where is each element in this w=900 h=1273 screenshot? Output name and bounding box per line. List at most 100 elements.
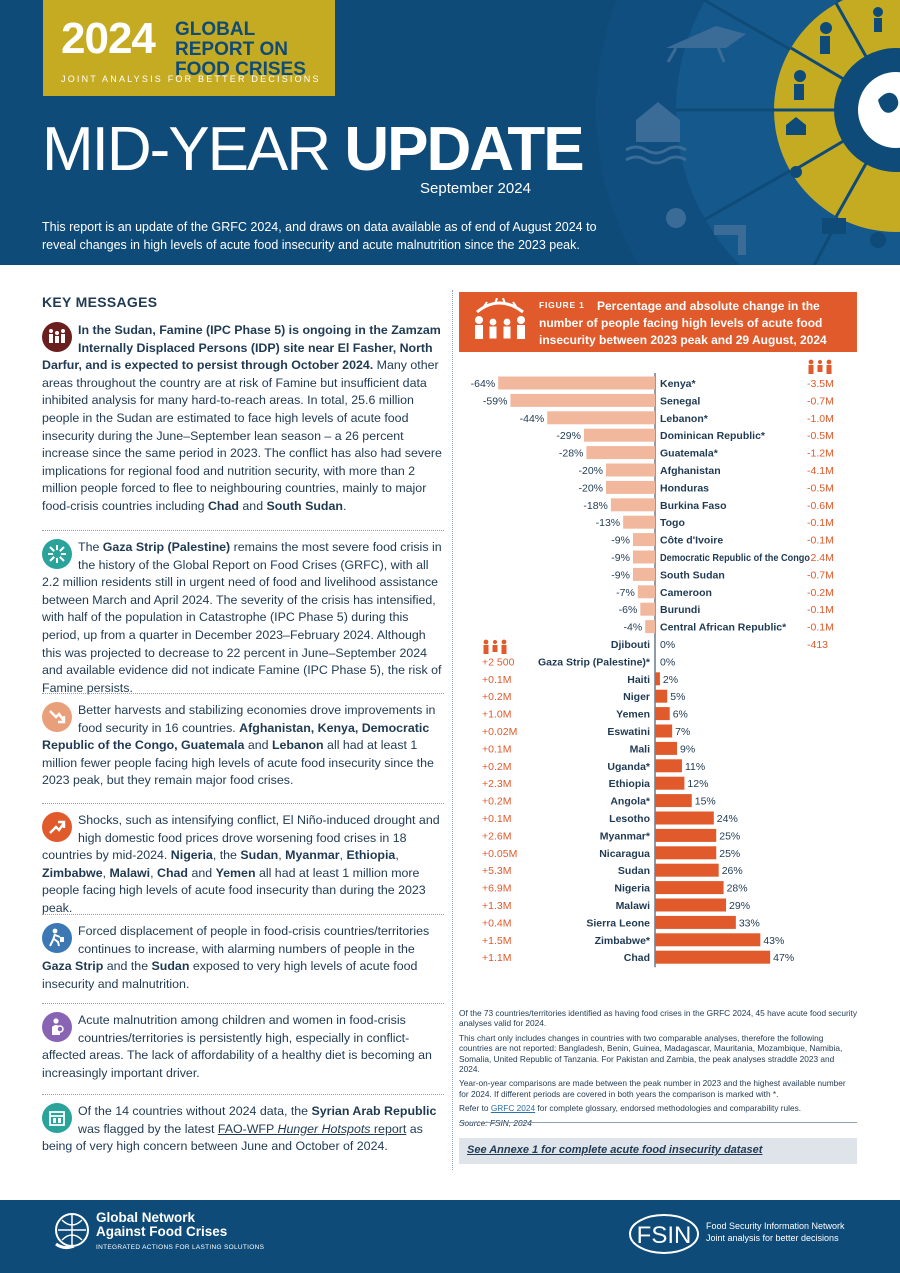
country-label: Burkina Faso [660,500,727,512]
bar-increase [655,846,717,860]
country-label: Angola* [610,796,651,808]
country-label: Honduras [660,482,709,494]
pct-label: -28% [559,448,584,460]
pct-label: -20% [578,465,603,477]
pct-label: -9% [611,552,630,564]
health-icon [870,232,886,248]
bar-increase [655,759,682,773]
pct-label: -64% [471,378,496,390]
hunger-hotspots-link[interactable]: FAO-WFP Hunger Hotspots report [217,1121,407,1136]
fsin-name: Food Security Information Network Joint a… [706,1220,845,1244]
bar-decrease [637,585,655,599]
country-label: Guatemala* [660,448,719,460]
key-messages-title: KEY MESSAGES [42,294,158,310]
bar-increase [655,689,668,703]
people-icon [808,359,832,374]
pct-label: 25% [719,830,740,842]
country-label: South Sudan [660,569,725,581]
key-message-displacement: Forced displacement of people in food-cr… [42,923,430,991]
abs-change-label: +0.2M [482,691,511,703]
bar-decrease [645,620,655,634]
bar-decrease [632,567,655,581]
column-divider [452,290,453,1170]
abs-change-label: -0.1M [807,604,834,616]
pct-label: -59% [483,395,508,407]
displaced-person-icon [42,923,72,953]
pct-label: -6% [619,604,638,616]
report-title: GLOBAL REPORT ON FOOD CRISES [175,19,306,80]
bar-increase [655,672,660,686]
pct-label: -44% [520,413,545,425]
bar-decrease [606,480,655,494]
country-label: Central African Republic* [660,622,787,634]
drought-icon [790,166,802,178]
divider [42,1094,444,1095]
key-message-improvements: Better harvests and stabilizing economie… [42,702,436,788]
country-label: Yemen [616,709,650,721]
pct-label: 5% [670,691,685,703]
bar-increase [655,724,673,738]
mother-child-icon [42,1012,72,1042]
people-crowd-icon [475,298,525,339]
abs-change-label: +5.3M [482,865,511,877]
pct-label: 47% [773,952,794,964]
key-message-worsening: Shocks, such as intensifying conflict, E… [42,812,440,915]
refer-prefix: Refer to [459,1103,491,1114]
abs-change-label: +6.9M [482,883,511,895]
abs-change-label: +0.2M [482,761,511,773]
divider [42,1003,444,1004]
country-label: Malawi [616,900,651,912]
note-3: Year-on-year comparisons are made betwee… [459,1078,846,1099]
country-label: Nicaragua [599,848,650,860]
abs-change-label: -0.7M [807,569,834,581]
bar-increase [655,794,692,808]
bar-increase [655,950,771,964]
divider [459,1122,857,1123]
pct-label: -9% [611,569,630,581]
pct-label: -13% [596,517,621,529]
abs-change-label: -3.5M [807,378,834,390]
pct-label: -20% [578,482,603,494]
country-label: Dominican Republic* [660,430,766,442]
pct-label: 15% [695,796,716,808]
grfc-2024-link[interactable]: GRFC 2024 [490,1103,536,1114]
country-label: Nigeria [614,883,650,895]
country-label: Uganda* [607,761,651,773]
country-label: Sierra Leone [586,917,650,929]
bar-decrease [610,498,655,512]
title-bold: UPDATE [344,115,584,184]
divider [42,530,444,531]
note-refer: Refer to GRFC 2024 for complete glossary… [459,1103,857,1113]
figure-label: FIGURE 1 [539,300,585,310]
country-label: Djibouti [611,639,650,651]
pct-label: -9% [611,535,630,547]
bar-decrease [632,550,655,564]
economic-shock-icon [822,218,846,234]
people-icon [483,639,507,654]
page-footer: Global Network Against Food Crises INTEG… [0,1200,900,1273]
publication-date: September 2024 [420,180,531,197]
note-2: This chart only includes changes in coun… [459,1032,843,1075]
annex-link[interactable]: See Annexe 1 for complete acute food ins… [459,1138,857,1164]
country-label: Sudan [618,865,650,877]
pct-label: -29% [556,430,581,442]
abs-change-label: -0.5M [807,482,834,494]
flood-icon [786,117,806,135]
pct-label: 25% [719,848,740,860]
abs-change-label: -0.1M [807,535,834,547]
abs-change-label: -4.1M [807,465,834,477]
country-label: Lesotho [609,813,650,825]
pct-label: 29% [729,900,750,912]
family-icon [873,7,883,32]
bar-increase [655,707,670,721]
global-network-logo [55,1213,89,1250]
bar-decrease [623,515,655,529]
bar-increase [655,811,714,825]
pct-label: 2% [663,674,678,686]
bar-decrease [640,602,655,616]
abs-change-label: -2.4M [807,552,834,564]
global-network-name: Global Network Against Food Crises [96,1210,228,1239]
displacement-icon [794,70,806,100]
abs-change-label: +1.0M [482,709,511,721]
divider [42,803,444,804]
